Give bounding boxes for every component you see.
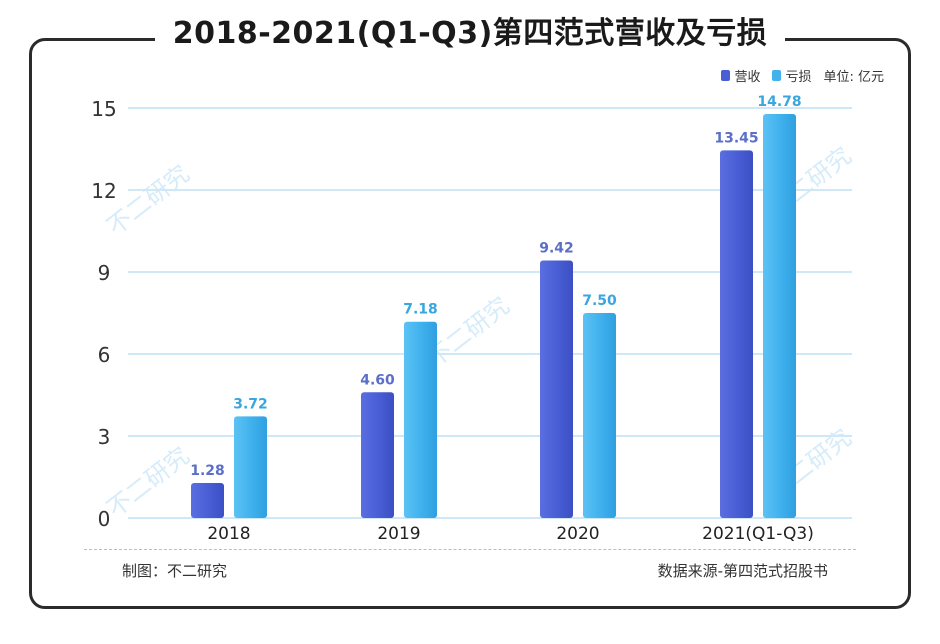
legend-item-revenue: 营收 [721, 66, 760, 85]
data-label-revenue: 1.28 [190, 463, 225, 479]
data-label-revenue: 4.60 [360, 372, 395, 388]
bar-revenue [720, 150, 753, 518]
bar-loss [234, 416, 267, 518]
data-label-loss: 14.78 [757, 94, 801, 110]
x-tick-label: 2018 [207, 524, 250, 544]
y-tick-label: 3 [98, 425, 111, 449]
title-container: 2018-2021(Q1-Q3)第四范式营收及亏损 [0, 8, 940, 60]
y-tick-label: 6 [98, 343, 111, 367]
y-tick-label: 9 [98, 261, 111, 285]
legend-label-loss: 亏损 [785, 70, 812, 85]
data-source: 数据来源-第四范式招股书 [657, 562, 828, 580]
legend-item-loss: 亏损 [772, 66, 811, 85]
bar-loss [763, 114, 796, 518]
legend: 营收 亏损 单位: 亿元 [721, 66, 884, 85]
bar-loss [583, 313, 616, 518]
data-label-loss: 7.18 [403, 302, 438, 318]
bar-revenue [361, 392, 394, 518]
bar-revenue [191, 483, 224, 518]
data-label-revenue: 9.42 [539, 241, 574, 257]
data-label-loss: 3.72 [233, 396, 268, 412]
legend-swatch-revenue [721, 70, 731, 81]
bar-loss [404, 321, 437, 518]
y-tick-label: 12 [91, 179, 116, 203]
legend-label-revenue: 营收 [734, 70, 761, 85]
data-label-revenue: 13.45 [714, 130, 758, 146]
legend-swatch-loss [772, 70, 782, 81]
footer-divider [84, 549, 856, 550]
x-tick-label: 2019 [377, 524, 420, 544]
x-tick-label: 2021(Q1-Q3) [702, 524, 814, 544]
bar-revenue [540, 260, 573, 518]
y-tick-label: 15 [91, 97, 116, 121]
y-tick-label: 0 [98, 507, 111, 531]
legend-unit: 单位: 亿元 [823, 70, 884, 85]
chart-credit: 制图：不二研究 [122, 562, 228, 580]
page-title: 2018-2021(Q1-Q3)第四范式营收及亏损 [154, 8, 786, 60]
data-label-loss: 7.50 [582, 293, 617, 309]
x-tick-label: 2020 [556, 524, 599, 544]
